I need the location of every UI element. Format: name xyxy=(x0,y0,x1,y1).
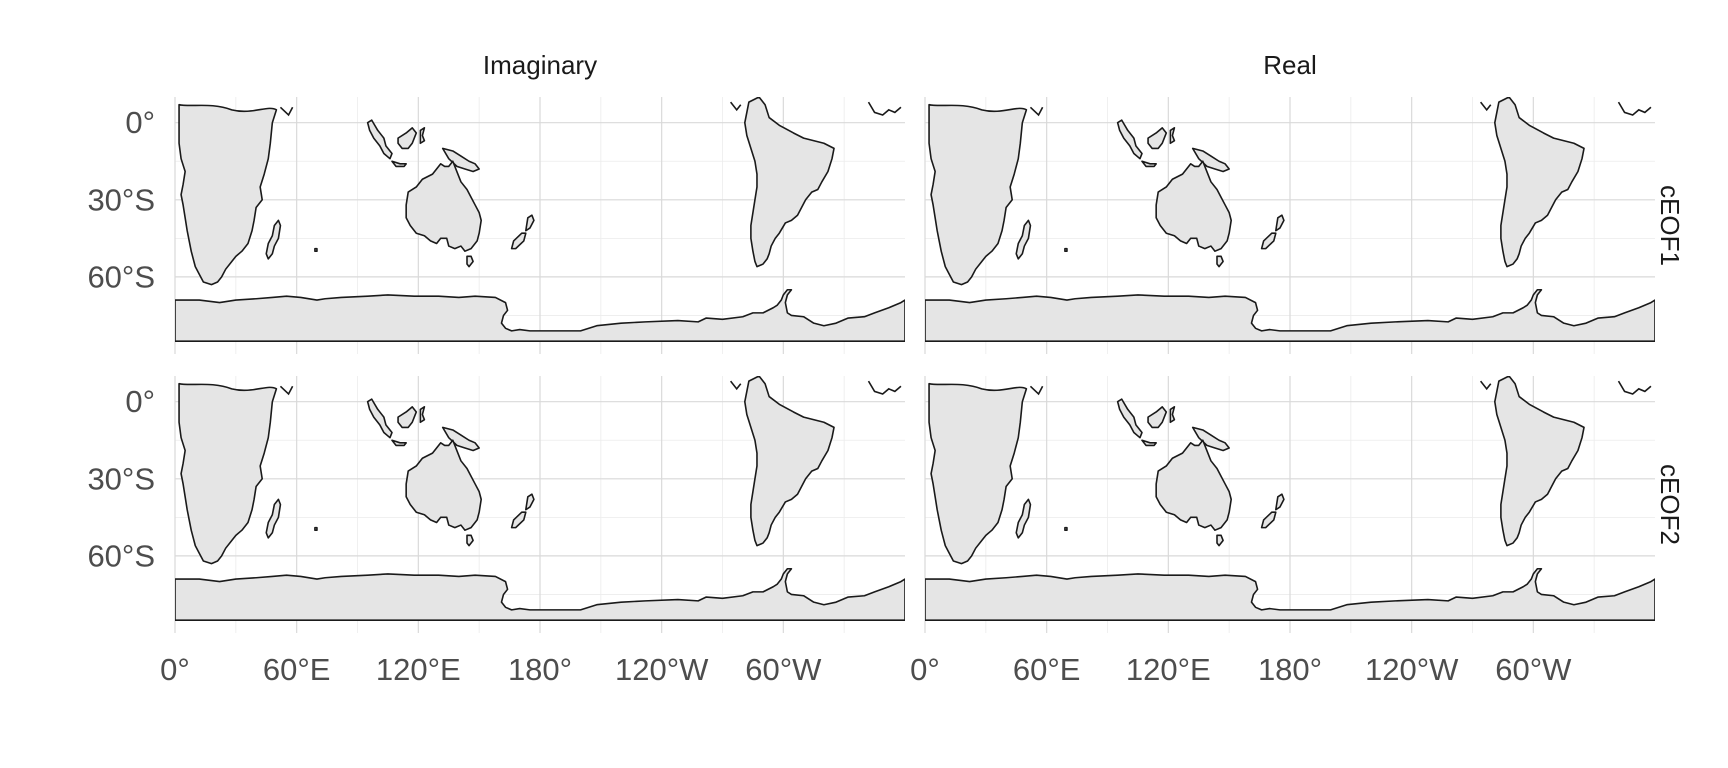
y-tick-label: 0° xyxy=(125,105,155,140)
map-panel-real-ceof2 xyxy=(924,376,1655,633)
x-tick-label: 120°E xyxy=(1126,652,1211,687)
x-tick-label: 180° xyxy=(1258,652,1322,687)
x-tick-label: 0° xyxy=(910,652,940,687)
y-tick-label: 60°S xyxy=(87,259,155,294)
facet-row-label: cEOF2 xyxy=(1655,464,1685,545)
x-tick-label: 120°W xyxy=(615,652,709,687)
map-panel-imaginary-ceof2 xyxy=(174,376,905,633)
x-tick-label: 60°W xyxy=(745,652,822,687)
facet-column-label: Real xyxy=(1263,50,1316,80)
x-tick-label: 180° xyxy=(508,652,572,687)
map-panel-imaginary-ceof1 xyxy=(174,97,905,354)
facet-column-label: Imaginary xyxy=(483,50,597,80)
y-tick-label: 30°S xyxy=(87,461,155,496)
y-tick-label: 30°S xyxy=(87,182,155,217)
y-tick-label: 0° xyxy=(125,384,155,419)
x-tick-label: 60°E xyxy=(263,652,331,687)
facet-row-label: cEOF1 xyxy=(1655,185,1685,266)
map-panel-real-ceof1 xyxy=(924,97,1655,354)
x-tick-label: 0° xyxy=(160,652,190,687)
x-tick-label: 60°W xyxy=(1495,652,1572,687)
x-tick-label: 120°W xyxy=(1365,652,1459,687)
x-tick-label: 120°E xyxy=(376,652,461,687)
y-tick-label: 60°S xyxy=(87,538,155,573)
x-tick-label: 60°E xyxy=(1013,652,1081,687)
